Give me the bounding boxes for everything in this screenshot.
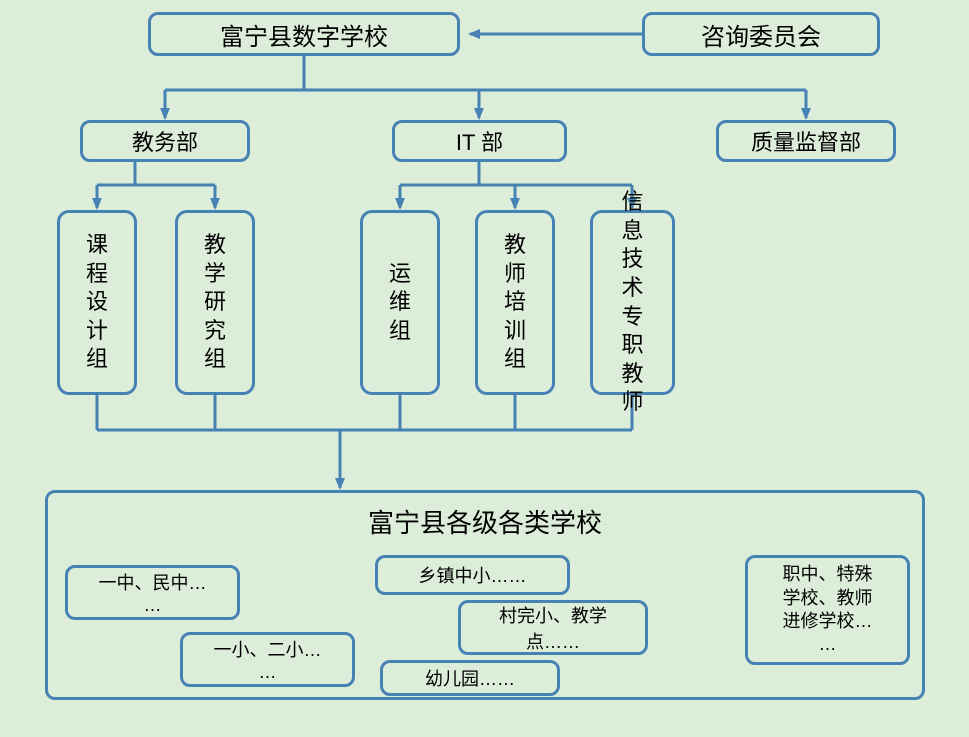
node-team1-label: 课程设计组 — [86, 231, 108, 374]
node-s6-label: 职中、特殊 学校、教师 进修学校… … — [783, 563, 873, 657]
node-team5: 信息技术专职教师 — [590, 210, 675, 395]
node-advisory: 咨询委员会 — [642, 12, 880, 56]
node-team3-label: 运维组 — [389, 260, 411, 346]
node-dept2-label: IT 部 — [456, 125, 503, 157]
node-dept1: 教务部 — [80, 120, 250, 162]
node-bottom-title: 富宁县各级各类学校 — [48, 503, 922, 540]
node-school-5: 幼儿园…… — [380, 660, 560, 696]
node-team3: 运维组 — [360, 210, 440, 395]
node-root: 富宁县数字学校 — [148, 12, 460, 56]
node-school-2: 一小、二小… … — [180, 632, 355, 687]
node-team5-label: 信息技术专职教师 — [621, 188, 643, 417]
node-team1: 课程设计组 — [57, 210, 137, 395]
node-s5-label: 幼儿园…… — [425, 665, 515, 691]
node-dept2: IT 部 — [392, 120, 567, 162]
node-s2-label: 一小、二小… … — [214, 636, 322, 683]
node-s3-label: 乡镇中小…… — [419, 562, 527, 588]
node-dept3-label: 质量监督部 — [751, 125, 861, 157]
node-root-label: 富宁县数字学校 — [220, 17, 388, 52]
node-team2-label: 教学研究组 — [204, 231, 226, 374]
node-team4: 教师培训组 — [475, 210, 555, 395]
node-advisory-label: 咨询委员会 — [701, 17, 821, 52]
node-s4-label: 村完小、教学 点…… — [499, 602, 607, 654]
node-school-6: 职中、特殊 学校、教师 进修学校… … — [745, 555, 910, 665]
node-school-3: 乡镇中小…… — [375, 555, 570, 595]
node-team2: 教学研究组 — [175, 210, 255, 395]
node-school-1: 一中、民中… … — [65, 565, 240, 620]
node-school-4: 村完小、教学 点…… — [458, 600, 648, 655]
node-team4-label: 教师培训组 — [504, 231, 526, 374]
node-s1-label: 一中、民中… … — [99, 569, 207, 616]
node-dept3: 质量监督部 — [716, 120, 896, 162]
node-dept1-label: 教务部 — [132, 125, 198, 157]
